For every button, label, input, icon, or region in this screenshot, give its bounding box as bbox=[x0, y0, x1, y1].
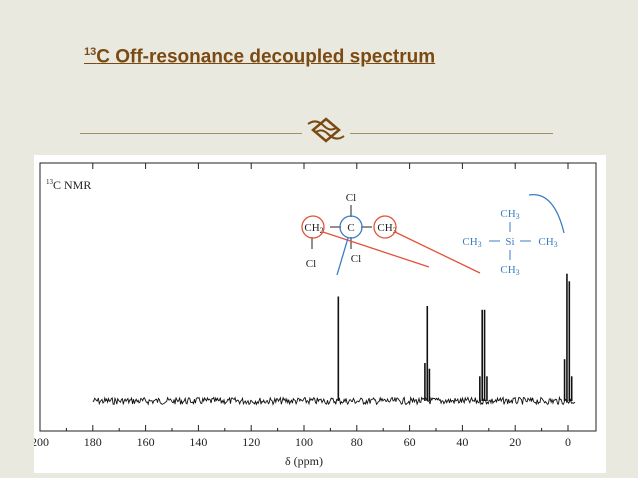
structure-c: C bbox=[347, 222, 354, 234]
chart-title-text: C NMR bbox=[53, 178, 91, 192]
tms-ch3-top: CH3 bbox=[500, 208, 519, 221]
x-tick-label: 160 bbox=[137, 435, 155, 449]
ch2-highlight-circle bbox=[301, 215, 325, 239]
c-highlight-circle bbox=[339, 215, 363, 239]
slide-title: 13C Off-resonance decoupled spectrum bbox=[84, 46, 564, 68]
chart-title-superscript: 13 bbox=[46, 178, 54, 186]
title-text: C Off-resonance decoupled spectrum bbox=[96, 46, 436, 68]
x-tick-label: 120 bbox=[242, 435, 260, 449]
x-axis: 200 180 160 140 120 100 80 60 40 20 0 bbox=[34, 163, 571, 449]
chart-title: 13C NMR bbox=[46, 178, 91, 192]
tms-si: Si bbox=[505, 236, 514, 248]
divider-left bbox=[80, 133, 302, 134]
x-tick-label: 60 bbox=[404, 435, 416, 449]
x-tick-label: 0 bbox=[565, 435, 571, 449]
x-tick-label: 20 bbox=[509, 435, 521, 449]
ch2-connector-line bbox=[322, 231, 430, 268]
structure-cl-left-bottom: Cl bbox=[306, 258, 316, 270]
structure-ch3: CH3 bbox=[377, 222, 396, 235]
x-tick-label: 80 bbox=[351, 435, 363, 449]
structure-ch2: CH2 bbox=[304, 222, 323, 235]
x-tick-label: 180 bbox=[84, 435, 102, 449]
tms-ch3-bottom: CH3 bbox=[500, 264, 519, 277]
x-axis-label: δ (ppm) bbox=[285, 454, 323, 468]
structure-cl-center-bottom: Cl bbox=[351, 253, 361, 265]
diamond-scroll-ornament-icon bbox=[307, 117, 345, 143]
c-connector-line bbox=[336, 237, 349, 276]
ch3-connector-line bbox=[394, 231, 481, 274]
title-superscript: 13 bbox=[84, 46, 97, 58]
nmr-figure: 13C NMR 200 180 160 140 120 100 80 60 40 20 0 δ (p… bbox=[34, 155, 606, 473]
x-tick-label: 140 bbox=[189, 435, 207, 449]
tms-ch3-left: CH3 bbox=[462, 236, 481, 249]
structure-tms: CH3 CH3 Si CH3 CH3 bbox=[462, 208, 557, 277]
blue-annotations bbox=[336, 194, 565, 276]
x-tick-label: 40 bbox=[456, 435, 468, 449]
divider-right bbox=[350, 133, 553, 134]
ch3-highlight-circle bbox=[373, 215, 397, 239]
structure-cl-top: Cl bbox=[346, 192, 356, 204]
tms-ch3-right: CH3 bbox=[538, 236, 557, 249]
tms-connector-curve bbox=[528, 194, 565, 234]
x-tick-label: 200 bbox=[34, 435, 49, 449]
red-annotations bbox=[301, 215, 481, 274]
nmr-spectrum-chart: 13C NMR 200 180 160 140 120 100 80 60 40 20 0 δ (p… bbox=[34, 162, 597, 468]
structure-dichloroethane: Cl CH2 C CH3 Cl Cl bbox=[304, 192, 396, 270]
plot-frame bbox=[39, 162, 597, 432]
x-tick-label: 100 bbox=[295, 435, 313, 449]
noise-trace bbox=[92, 395, 576, 406]
baseline-noise bbox=[92, 395, 576, 406]
spectrum-peaks bbox=[337, 273, 573, 401]
